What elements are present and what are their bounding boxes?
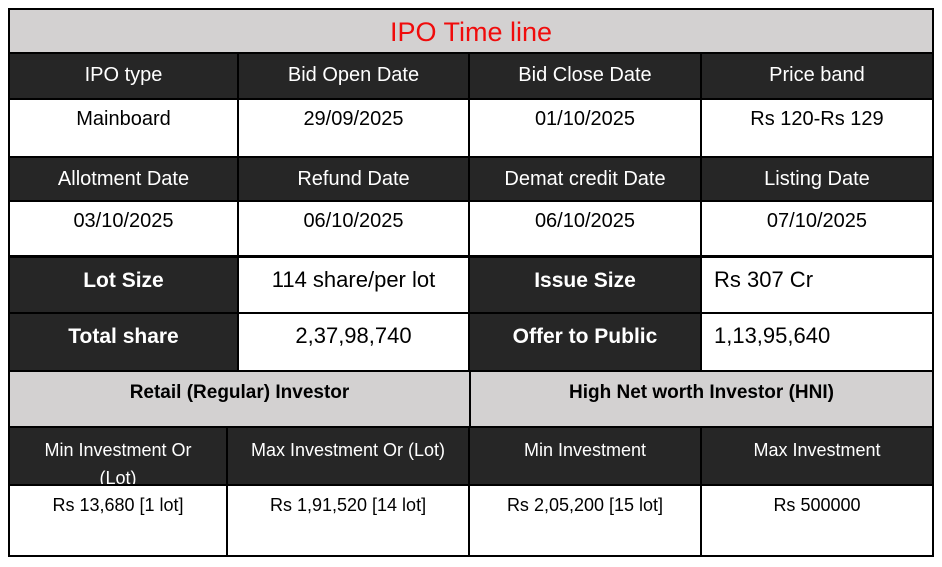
bid-open-date-value: 29/09/2025 [239, 100, 470, 156]
demat-credit-date-header: Demat credit Date [470, 158, 702, 200]
title-row: IPO Time line [10, 10, 932, 54]
investment-value-row: Rs 13,680 [1 lot] Rs 1,91,520 [14 lot] R… [10, 486, 932, 555]
investment-header-row: Min Investment Or (Lot) Max Investment O… [10, 428, 932, 486]
retail-max-investment-header: Max Investment Or (Lot) [228, 428, 470, 484]
price-band-header: Price band [701, 54, 932, 98]
listing-date-header: Listing Date [701, 158, 932, 200]
ipo-timeline-table: IPO Time line IPO type Bid Open Date Bid… [8, 8, 934, 557]
hni-max-investment-header: Max Investment [701, 428, 932, 484]
retail-min-investment-value: Rs 13,680 [1 lot] [10, 486, 229, 555]
refund-date-header: Refund Date [239, 158, 470, 200]
page-title: IPO Time line [10, 10, 932, 52]
offer-to-public-value: 1,13,95,640 [701, 314, 932, 370]
header-row-1: IPO type Bid Open Date Bid Close Date Pr… [10, 54, 932, 100]
total-share-row: Total share 2,37,98,740 Offer to Public … [10, 314, 932, 372]
lot-size-label: Lot Size [10, 258, 239, 312]
allotment-date-header: Allotment Date [10, 158, 239, 200]
data-row-1: Mainboard 29/09/2025 01/10/2025 Rs 120-R… [10, 100, 932, 158]
data-row-2: 03/10/2025 06/10/2025 06/10/2025 07/10/2… [10, 202, 932, 258]
listing-date-value: 07/10/2025 [701, 202, 932, 255]
lot-size-row: Lot Size 114 share/per lot Issue Size Rs… [10, 258, 932, 314]
hni-investor-band: High Net worth Investor (HNI) [471, 372, 932, 426]
total-share-label: Total share [10, 314, 239, 370]
total-share-value: 2,37,98,740 [239, 314, 470, 370]
hni-min-investment-header: Min Investment [470, 428, 702, 484]
allotment-date-value: 03/10/2025 [10, 202, 239, 255]
retail-max-investment-value: Rs 1,91,520 [14 lot] [228, 486, 470, 555]
bid-close-date-header: Bid Close Date [470, 54, 702, 98]
header-row-2: Allotment Date Refund Date Demat credit … [10, 158, 932, 202]
hni-min-investment-value: Rs 2,05,200 [15 lot] [470, 486, 702, 555]
bid-open-date-header: Bid Open Date [239, 54, 470, 98]
issue-size-label: Issue Size [470, 258, 702, 312]
offer-to-public-label: Offer to Public [470, 314, 702, 370]
retail-min-investment-header: Min Investment Or (Lot) [10, 428, 229, 484]
hni-max-investment-value: Rs 500000 [701, 486, 932, 555]
retail-investor-band: Retail (Regular) Investor [10, 372, 471, 426]
bid-close-date-value: 01/10/2025 [470, 100, 702, 156]
ipo-type-value: Mainboard [10, 100, 239, 156]
demat-credit-date-value: 06/10/2025 [470, 202, 702, 255]
price-band-value: Rs 120-Rs 129 [701, 100, 932, 156]
investor-band-row: Retail (Regular) Investor High Net worth… [10, 372, 932, 428]
refund-date-value: 06/10/2025 [239, 202, 470, 255]
lot-size-value: 114 share/per lot [239, 258, 470, 312]
issue-size-value: Rs 307 Cr [701, 258, 932, 312]
ipo-type-header: IPO type [10, 54, 239, 98]
